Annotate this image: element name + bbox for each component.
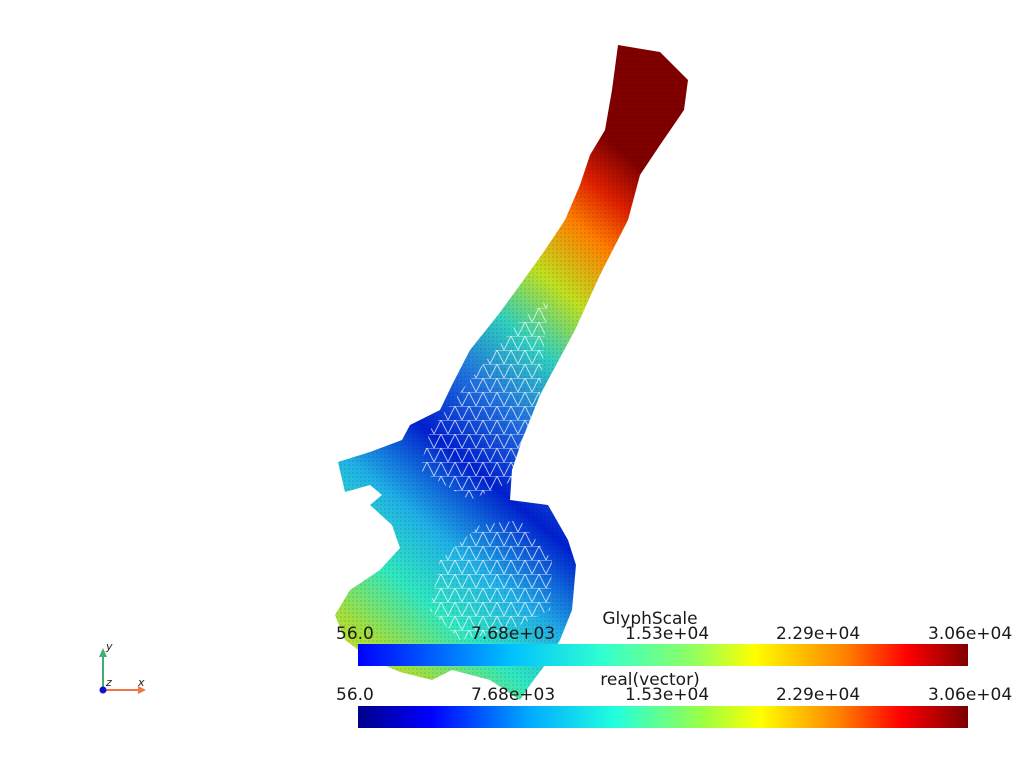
tick-label: 2.29e+04: [776, 685, 861, 705]
colorbar-title: real(vector): [600, 670, 700, 690]
x-arrow-icon: [138, 686, 146, 694]
tick-label: 3.06e+04: [928, 685, 1013, 705]
z-axis-dot: [99, 686, 107, 694]
mesh-surface: [335, 45, 688, 700]
tick-label: 7.68e+03: [471, 685, 556, 705]
tick-label: 56.0: [336, 685, 374, 705]
tick-label: 3.06e+04: [928, 624, 1013, 644]
tick-label: 7.68e+03: [471, 624, 556, 644]
tick-label: 1.53e+04: [625, 624, 710, 644]
colorbar-gradient: [358, 706, 968, 728]
y-axis-label: y: [106, 640, 113, 653]
colorbar-title: GlyphScale: [602, 609, 698, 629]
y-arrow-icon: [99, 648, 107, 657]
axes-widget: [99, 648, 146, 694]
z-axis-label: z: [106, 676, 112, 689]
colorbar-gradient: [358, 644, 968, 666]
x-axis-label: x: [138, 676, 145, 689]
tick-label: 56.0: [336, 624, 374, 644]
tick-label: 1.53e+04: [625, 685, 710, 705]
tick-label: 2.29e+04: [776, 624, 861, 644]
